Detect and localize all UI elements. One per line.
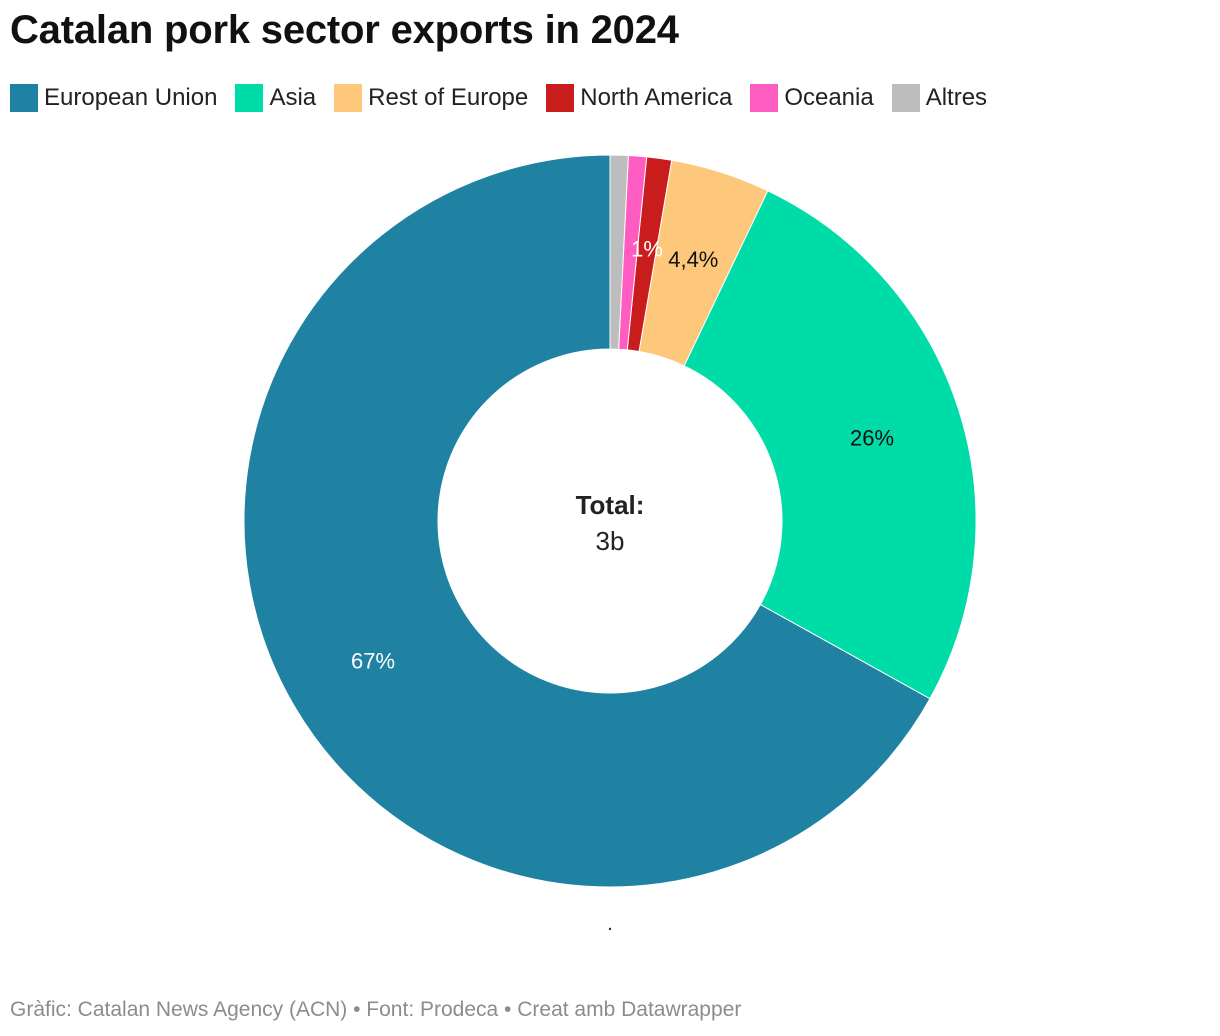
pie-slice (243, 154, 931, 888)
chart-slices (243, 154, 977, 888)
chart-note: . (607, 913, 613, 935)
chart-legend: European Union Asia Rest of Europe North Am… (10, 82, 987, 114)
pie-slice (683, 190, 977, 700)
legend-label: Asia (269, 84, 317, 111)
chart-title: Catalan pork sector exports in 2024 (10, 8, 679, 52)
center-total-title: Total: (576, 490, 645, 520)
legend-swatch (10, 84, 38, 112)
chart-data-labels: 67% 26% 4,4%1% (351, 237, 894, 674)
legend-label: Rest of Europe (368, 84, 529, 111)
legend-swatch (891, 84, 920, 112)
legend-swatch (750, 84, 779, 112)
legend-item: Asia (235, 84, 316, 112)
legend-swatch (334, 84, 363, 112)
legend-swatch (235, 84, 264, 112)
legend-item: Rest of Europe (334, 84, 528, 112)
slice-data-label: 26% (850, 425, 894, 450)
slice-data-label: 4,4% (668, 247, 718, 272)
legend-item: Altres (891, 84, 988, 112)
legend-label: North America (580, 84, 733, 111)
chart-footer-credits: Gràfic: Catalan News Agency (ACN) • Font… (10, 998, 742, 1021)
center-total-value: 3b (596, 526, 625, 556)
pie-slice (609, 154, 629, 350)
legend-label: European Union (44, 84, 218, 111)
legend-swatch (546, 84, 575, 112)
legend-item: Oceania (750, 84, 874, 112)
legend-label: Oceania (784, 84, 874, 111)
legend-label: Altres (925, 84, 988, 111)
legend-item: North America (546, 84, 732, 112)
legend-item: European Union (10, 84, 217, 112)
slice-data-label: 67% (351, 649, 395, 674)
slice-data-label: 1% (631, 237, 663, 262)
